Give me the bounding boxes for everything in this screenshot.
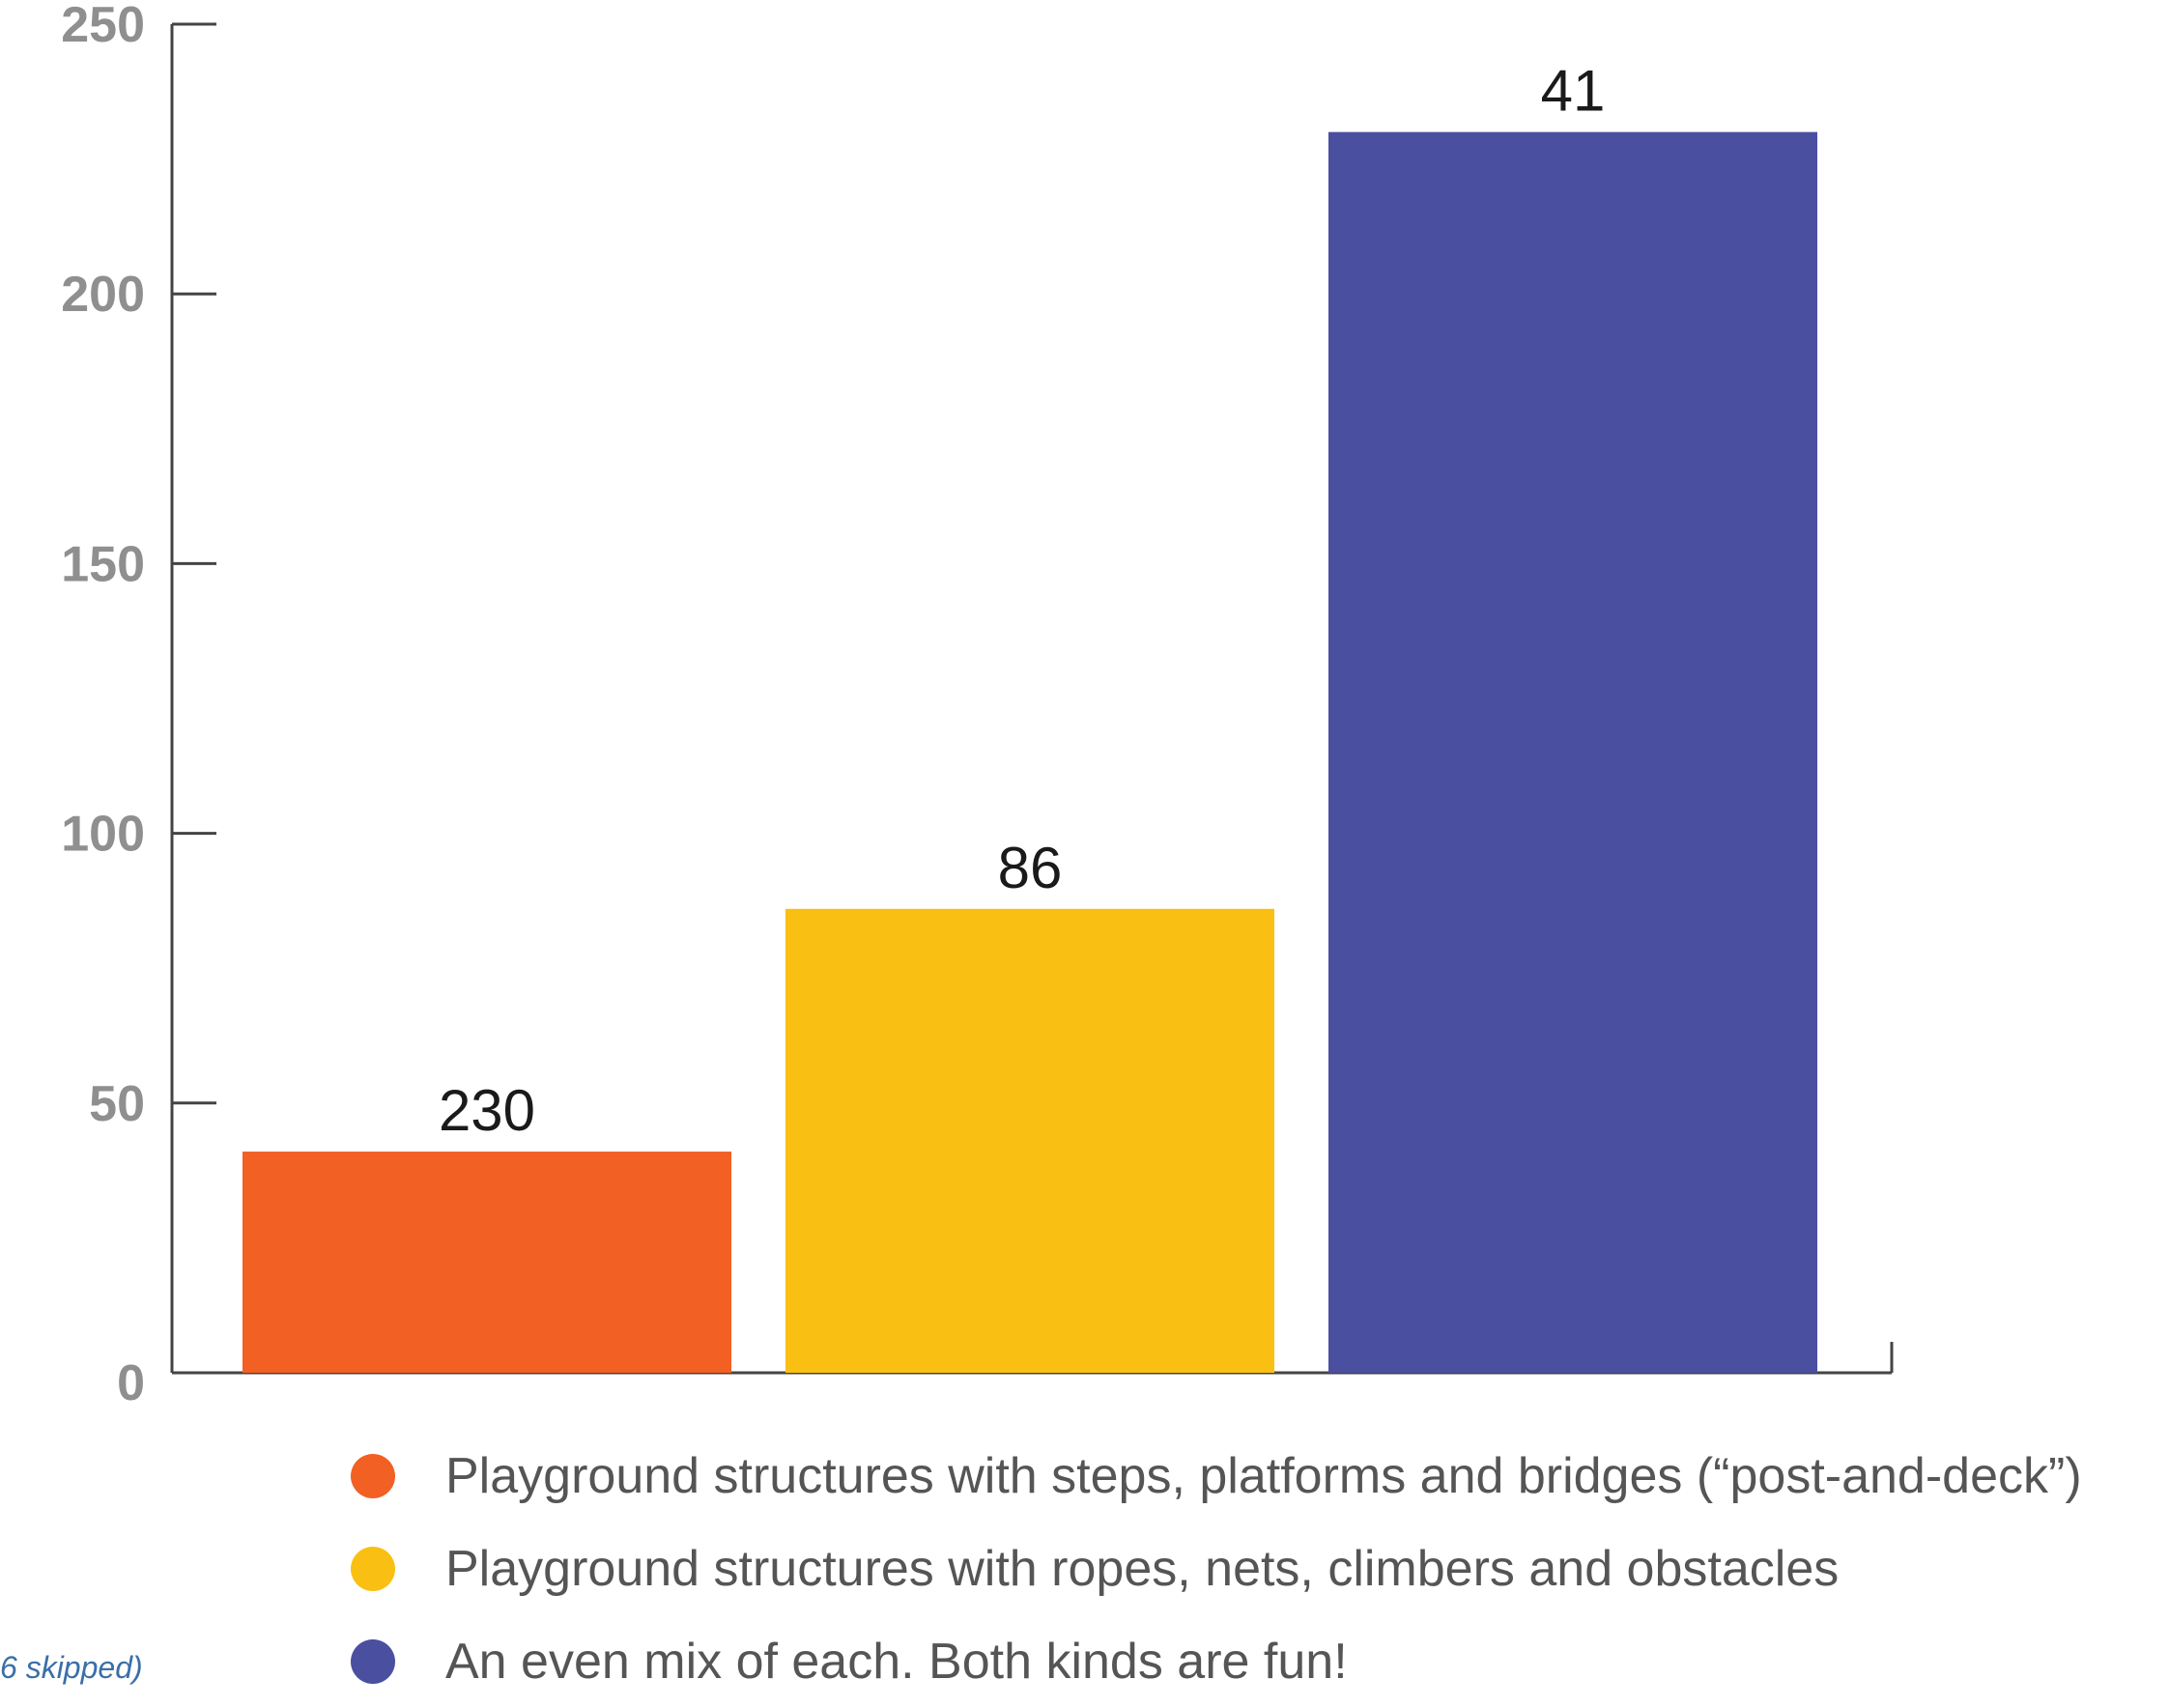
- legend-label: Playground structures with steps, platfo…: [445, 1448, 2082, 1504]
- legend-item-post-and-deck: Playground structures with steps, platfo…: [351, 1430, 2082, 1523]
- bar-2: [785, 908, 1274, 1373]
- legend-item-ropes-nets: Playground structures with ropes, nets, …: [351, 1523, 2082, 1615]
- legend-swatch-blue: [351, 1639, 395, 1684]
- y-tick-label: 100: [61, 807, 145, 863]
- y-tick-label: 200: [61, 267, 145, 323]
- y-axis-ticks: 0 50 100 150 200 250: [61, 0, 216, 1411]
- legend-swatch-orange: [351, 1454, 395, 1498]
- y-tick-label: 50: [89, 1076, 145, 1132]
- bar-3: [1328, 131, 1817, 1374]
- y-tick-label: 150: [61, 536, 145, 592]
- bar-value-label: 86: [998, 836, 1063, 900]
- bars: [243, 131, 1817, 1374]
- bar-value-label: 230: [439, 1078, 535, 1143]
- y-tick-label: 0: [117, 1355, 145, 1411]
- legend-swatch-yellow: [351, 1547, 395, 1591]
- bar-value-label: 41: [1541, 59, 1606, 124]
- legend-label: Playground structures with ropes, nets, …: [445, 1541, 1840, 1597]
- legend-label: An even mix of each. Both kinds are fun!: [445, 1634, 1348, 1690]
- bar-value-labels: 230 86 41: [439, 59, 1605, 1143]
- skipped-count-note: 6 skipped): [0, 1650, 143, 1685]
- y-tick-label: 250: [61, 0, 145, 53]
- bar-1: [243, 1152, 731, 1373]
- legend-item-even-mix: An even mix of each. Both kinds are fun!: [351, 1615, 2082, 1708]
- legend: Playground structures with steps, platfo…: [351, 1430, 2082, 1708]
